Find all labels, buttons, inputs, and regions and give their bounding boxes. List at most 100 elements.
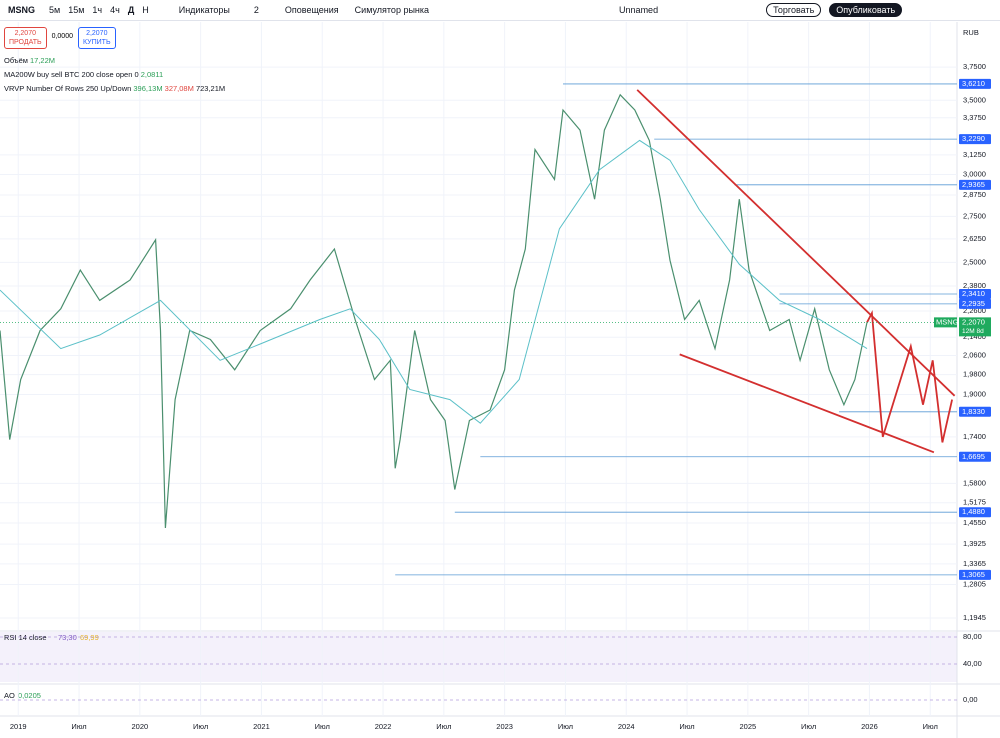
y-tick-label: 3,1250 [963,150,986,159]
layouts[interactable]: 2 [253,5,259,15]
level-label: 3,6210 [962,79,985,88]
level-label: 1,4880 [962,507,985,516]
level-label: 2,9365 [962,180,985,189]
level-label-box [959,569,991,580]
level-label-box [959,179,991,190]
x-tick-label: Июл [558,722,573,731]
level-label: 1,6695 [962,452,985,461]
toolbar: MSNG 5м 15м 1ч 4ч Д Н Индикаторы 2 Опове… [0,0,1000,21]
level-label-box [959,406,991,417]
legend-name: Объём [4,56,28,65]
ao-title: AO [4,691,15,700]
sell-price: 2,2070 [14,30,36,37]
y-tick-label: 2,3800 [963,281,986,290]
y-tick-label: 3,3750 [963,113,986,122]
buy-price: 2,2070 [86,30,108,37]
alerts[interactable]: Оповещения [284,5,339,15]
x-tick-label: 2022 [375,722,392,731]
level-label: 2,2935 [962,299,985,308]
x-tick-label: Июл [193,722,208,731]
ao-value: 0,0205 [18,691,41,700]
level-label: 1,8330 [962,407,985,416]
rsi-panel [0,632,957,682]
y-tick-label: 2,7500 [963,211,986,220]
legend-row: VRVP Number Of Rows 250 Up/Down 396,13M … [4,82,225,96]
y-tick-label: 1,5800 [963,478,986,487]
rsi-value: 69,99 [80,633,99,642]
spread: 0,0000 [51,33,73,40]
series-line [0,139,868,424]
legend-value: 723,21M [195,84,226,93]
x-tick-label: Июл [436,722,451,731]
trend-line [636,89,956,397]
rsi-title: RSI 14 close [4,633,47,642]
y-tick-label: 2,0600 [963,351,986,360]
level-label-box [959,78,991,89]
interval[interactable]: 1ч [92,5,103,15]
rsi-value: 73,30 [58,633,77,642]
sell-button[interactable]: 2,2070 ПРОДАТЬ [4,27,47,49]
panel-tick-label: 80,00 [963,632,982,641]
y-tick-label: 1,9000 [963,389,986,398]
grid [0,22,957,716]
x-tick-label: 2026 [861,722,878,731]
trade-button[interactable]: Торговать [766,3,822,17]
x-tick-label: Июл [679,722,694,731]
y-tick-label: 2,1400 [963,332,986,341]
interval[interactable]: Н [142,5,149,15]
level-label-box [959,507,991,518]
interval[interactable]: Д [127,5,135,15]
order-panel: 2,2070 ПРОДАТЬ 0,0000 2,2070 КУПИТЬ [4,27,116,49]
y-tick-label: 2,2600 [963,306,986,315]
trend-line [679,353,935,454]
y-tick-label: 3,0000 [963,170,986,179]
y-tick-label: 1,5175 [963,498,986,507]
level-label: 1,3065 [962,570,985,579]
x-tick-label: Июл [315,722,330,731]
panel-tick-label: 0,00 [963,695,978,704]
indicators[interactable]: Индикаторы [178,5,230,15]
last-price-label: 2,2070 [962,317,985,326]
currency: RUB [963,28,979,37]
publish-button[interactable]: Опубликовать [829,3,903,17]
y-tick-label: 2,6250 [963,234,986,243]
legend-row: Объём 17,22M [4,54,225,68]
buy-label: КУПИТЬ [83,39,111,46]
y-tick-label: 1,4550 [963,518,986,527]
panel-tick-label: 40,00 [963,659,982,668]
interval[interactable]: 15м [68,5,85,15]
sell-label: ПРОДАТЬ [9,39,42,46]
x-tick-label: Июл [923,722,938,731]
legend-name: MA200W buy sell BTC 200 close open 0 [4,70,139,79]
legend-value: 396,13M [133,84,163,93]
legend-name: VRVP Number Of Rows 250 Up/Down [4,84,132,93]
interval[interactable]: 5м [49,5,61,15]
y-tick-label: 2,8750 [963,190,986,199]
level-label: 3,2290 [962,134,985,143]
last-symbol-box [934,317,957,328]
y-tick-label: 1,2805 [963,580,986,589]
level-label-box [959,298,991,309]
layout-name[interactable]: Unnamed [619,5,659,15]
y-tick-label: 1,7400 [963,432,986,441]
interval[interactable]: 4ч [110,5,120,15]
trend-line [866,309,953,443]
legend-value: 327,08M [164,84,194,93]
replay[interactable]: Симулятор рынка [354,5,430,15]
level-label-box [959,134,991,145]
legend: Объём 17,22M MA200W buy sell BTC 200 clo… [4,54,225,96]
x-tick-label: 2023 [496,722,513,731]
series-line [0,93,868,529]
x-tick-label: 2020 [131,722,148,731]
legend-value: 2,0811 [140,70,164,79]
y-tick-label: 1,3365 [963,559,986,568]
symbol[interactable]: MSNG [8,5,35,15]
countdown: 12М 8d [962,328,984,335]
buy-button[interactable]: 2,2070 КУПИТЬ [78,27,116,49]
y-tick-label: 1,1945 [963,613,986,622]
y-tick-label: 1,3925 [963,539,986,548]
level-label-box [959,451,991,462]
y-tick-label: 1,9800 [963,370,986,379]
